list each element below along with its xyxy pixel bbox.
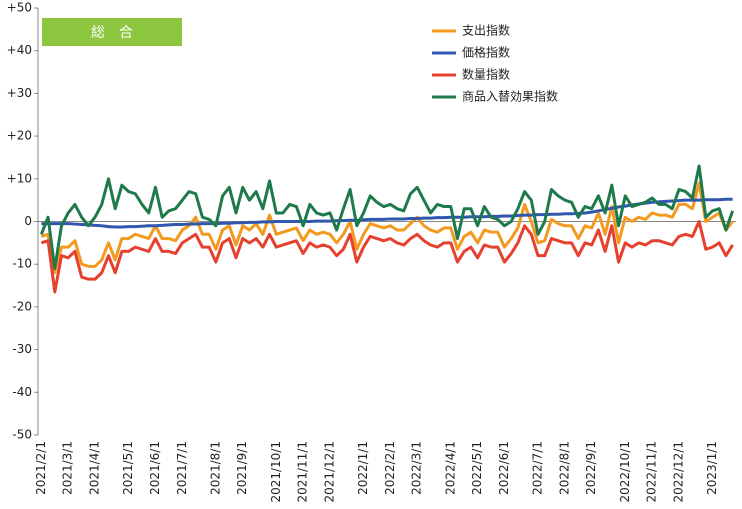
x-tick-label: 2021/9/1 [235, 441, 249, 495]
y-tick-label: -50 [12, 428, 32, 442]
x-tick-label: 2022/9/1 [584, 441, 598, 495]
y-tick-label: +20 [7, 129, 32, 143]
series-line [41, 197, 733, 229]
x-tick-label: 2021/10/1 [269, 441, 283, 503]
x-tick-label: 2022/2/1 [383, 441, 397, 495]
y-tick-label: +10 [7, 171, 32, 185]
series-line [40, 220, 734, 294]
legend-label: 支出指数 [462, 23, 510, 38]
x-tick-label: 2022/10/1 [618, 441, 632, 503]
legend-label: 価格指数 [462, 45, 510, 60]
y-tick-label: +50 [7, 1, 32, 15]
x-tick-label: 2021/5/1 [121, 441, 135, 495]
x-tick-label: 2021/8/1 [208, 441, 222, 495]
legend-label: 数量指数 [462, 67, 510, 82]
series-line [39, 164, 735, 270]
x-tick-label: 2022/4/1 [443, 441, 457, 495]
x-tick-label: 2022/8/1 [557, 441, 571, 495]
x-tick-label: 2022/1/1 [356, 441, 370, 495]
x-tick-label: 2021/6/1 [148, 441, 162, 495]
x-tick-label: 2022/7/1 [531, 441, 545, 495]
x-tick-label: 2022/5/1 [470, 441, 484, 495]
legend-label: 商品入替効果指数 [462, 89, 558, 104]
y-tick-label: -30 [12, 342, 32, 356]
y-tick-label: -10 [12, 257, 32, 271]
y-tick-label: +40 [7, 43, 32, 57]
x-tick-label: 2021/12/1 [322, 441, 336, 503]
y-tick-label: 0 [24, 214, 32, 228]
y-tick-label: +30 [7, 86, 32, 100]
x-tick-label: 2021/4/1 [88, 441, 102, 495]
x-tick-label: 2021/2/1 [34, 441, 48, 495]
x-tick-label: 2022/12/1 [671, 441, 685, 503]
annotation: 総 合 [91, 25, 133, 41]
x-tick-label: 2021/3/1 [61, 441, 75, 495]
y-tick-label: -40 [12, 385, 32, 399]
series-line [40, 181, 734, 275]
x-tick-label: 2021/11/1 [296, 441, 310, 503]
x-tick-label: 2023/1/1 [705, 441, 719, 495]
x-tick-label: 2022/11/1 [645, 441, 659, 503]
x-tick-label: 2022/3/1 [410, 441, 424, 495]
x-tick-label: 2021/7/1 [175, 441, 189, 495]
annotation-box [42, 18, 182, 46]
y-tick-label: -20 [12, 299, 32, 313]
x-tick-label: 2022/6/1 [497, 441, 511, 495]
